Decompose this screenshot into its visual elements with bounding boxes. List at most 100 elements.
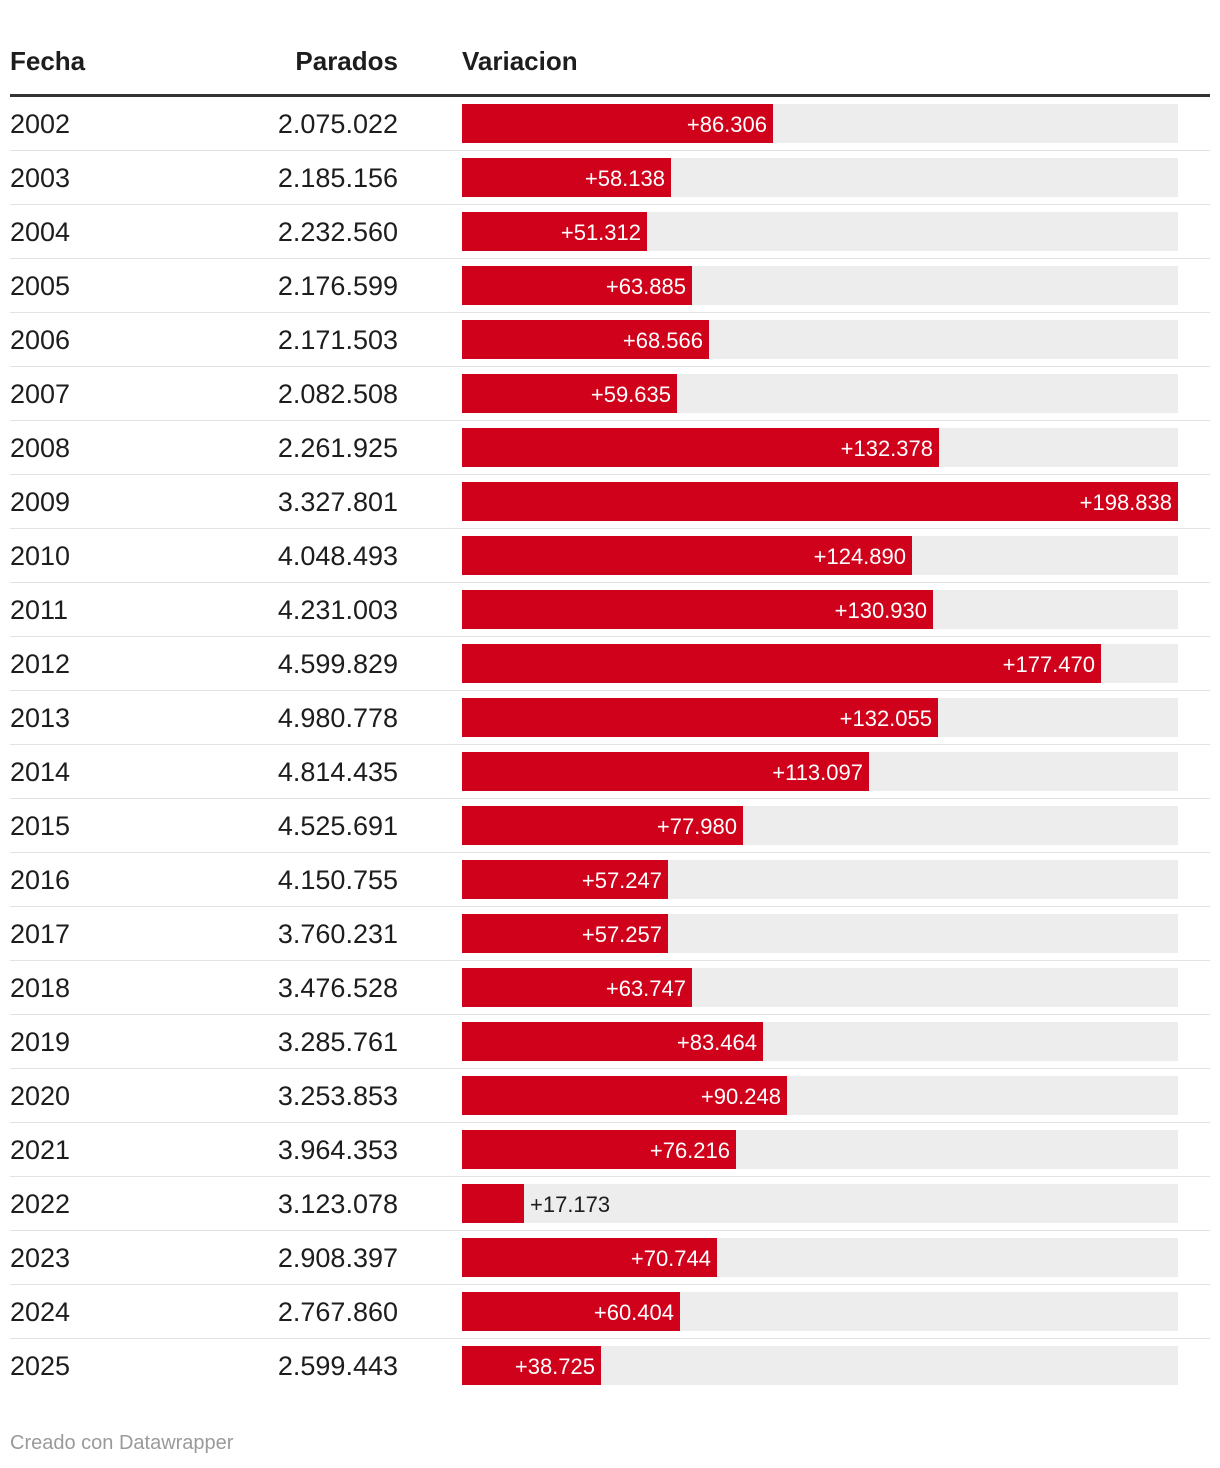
- variacion-bar: [462, 914, 668, 953]
- bar-track: +17.173: [462, 1184, 1178, 1223]
- bar-track: +59.635: [462, 374, 1178, 413]
- variacion-label: +57.257: [581, 922, 662, 947]
- table-row: 2006 2.171.503 +68.566: [10, 313, 1210, 367]
- variacion-bar: [462, 104, 773, 143]
- variacion-bar: [462, 752, 869, 791]
- table-row: 2003 2.185.156 +58.138: [10, 151, 1210, 205]
- table-row: 2024 2.767.860 +60.404: [10, 1285, 1210, 1339]
- variacion-label: +58.138: [584, 166, 665, 191]
- cell-fecha: 2011: [10, 595, 69, 625]
- bar-track: +51.312: [462, 212, 1178, 251]
- variacion-label: +17.173: [530, 1192, 611, 1217]
- cell-parados: 2.171.503: [277, 325, 398, 355]
- column-header-fecha[interactable]: Fecha: [10, 46, 86, 76]
- table-row: 2008 2.261.925 +132.378: [10, 421, 1210, 475]
- variacion-label: +132.055: [839, 706, 932, 731]
- cell-parados: 2.599.443: [277, 1351, 398, 1381]
- cell-fecha: 2010: [10, 541, 71, 571]
- variacion-label: +70.744: [630, 1246, 711, 1271]
- variacion-bar: [462, 590, 933, 629]
- variacion-bar: [462, 1292, 680, 1331]
- variacion-bar: [462, 374, 677, 413]
- cell-parados: 4.980.778: [277, 703, 398, 733]
- bar-track: +57.257: [462, 914, 1178, 953]
- table-row: 2025 2.599.443 +38.725: [10, 1339, 1210, 1392]
- table-row: 2007 2.082.508 +59.635: [10, 367, 1210, 421]
- bar-track: +177.470: [462, 644, 1178, 683]
- bar-track: +130.930: [462, 590, 1178, 629]
- cell-fecha: 2004: [10, 217, 71, 247]
- cell-parados: 3.253.853: [277, 1081, 398, 1111]
- cell-parados: 3.327.801: [277, 487, 398, 517]
- cell-parados: 4.814.435: [277, 757, 398, 787]
- table-row: 2015 4.525.691 +77.980: [10, 799, 1210, 853]
- variacion-label: +38.725: [514, 1354, 595, 1379]
- table-row: 2013 4.980.778 +132.055: [10, 691, 1210, 745]
- cell-fecha: 2022: [10, 1189, 71, 1219]
- table-header: Fecha Parados Variacion: [10, 0, 1210, 97]
- table-row: 2005 2.176.599 +63.885: [10, 259, 1210, 313]
- variacion-label: +57.247: [581, 868, 662, 893]
- variacion-label: +83.464: [676, 1030, 757, 1055]
- variacion-bar: [462, 644, 1101, 683]
- cell-fecha: 2006: [10, 325, 71, 355]
- cell-parados: 2.908.397: [277, 1243, 398, 1273]
- variacion-label: +86.306: [686, 112, 767, 137]
- cell-parados: 2.185.156: [277, 163, 398, 193]
- bar-track: +60.404: [462, 1292, 1178, 1331]
- cell-parados: 3.760.231: [277, 919, 398, 949]
- table-row: 2004 2.232.560 +51.312: [10, 205, 1210, 259]
- cell-parados: 4.599.829: [277, 649, 398, 679]
- cell-fecha: 2013: [10, 703, 71, 733]
- cell-parados: 2.232.560: [277, 217, 398, 247]
- bar-track: +124.890: [462, 536, 1178, 575]
- variacion-label: +63.747: [605, 976, 686, 1001]
- variacion-label: +90.248: [700, 1084, 781, 1109]
- table-row: 2016 4.150.755 +57.247: [10, 853, 1210, 907]
- cell-fecha: 2019: [10, 1027, 71, 1057]
- column-header-parados[interactable]: Parados: [295, 46, 398, 76]
- column-header-variacion[interactable]: Variacion: [462, 46, 578, 76]
- table-body: 2002 2.075.022 +86.306 2003 2.185.156 +58.138…: [10, 97, 1210, 1392]
- cell-parados: 3.964.353: [277, 1135, 398, 1165]
- cell-parados: 2.767.860: [277, 1297, 398, 1327]
- credit-footer: Creado con Datawrapper: [10, 1432, 234, 1454]
- table-row: 2012 4.599.829 +177.470: [10, 637, 1210, 691]
- bar-track: +90.248: [462, 1076, 1178, 1115]
- bar-track: +132.055: [462, 698, 1178, 737]
- table-row: 2002 2.075.022 +86.306: [10, 97, 1210, 151]
- variacion-bar: [462, 482, 1178, 521]
- table-row: 2021 3.964.353 +76.216: [10, 1123, 1210, 1177]
- table-row: 2022 3.123.078 +17.173: [10, 1177, 1210, 1231]
- cell-fecha: 2017: [10, 919, 71, 949]
- bar-track: +63.747: [462, 968, 1178, 1007]
- bar-track: +198.838: [462, 482, 1178, 521]
- variacion-label: +76.216: [649, 1138, 730, 1163]
- cell-fecha: 2008: [10, 433, 71, 463]
- variacion-label: +59.635: [590, 382, 671, 407]
- table-row: 2010 4.048.493 +124.890: [10, 529, 1210, 583]
- cell-fecha: 2005: [10, 271, 71, 301]
- variacion-label: +63.885: [605, 274, 686, 299]
- table-row: 2017 3.760.231 +57.257: [10, 907, 1210, 961]
- cell-parados: 3.285.761: [277, 1027, 398, 1057]
- bar-track: +68.566: [462, 320, 1178, 359]
- table-row: 2023 2.908.397 +70.744: [10, 1231, 1210, 1285]
- cell-fecha: 2003: [10, 163, 71, 193]
- cell-fecha: 2009: [10, 487, 71, 517]
- variacion-bar: [462, 1130, 736, 1169]
- variacion-bar: [462, 266, 692, 305]
- cell-parados: 3.123.078: [277, 1189, 398, 1219]
- cell-fecha: 2014: [10, 757, 71, 787]
- table-row: 2011 4.231.003 +130.930: [10, 583, 1210, 637]
- bar-track: +86.306: [462, 104, 1178, 143]
- variacion-bar: [462, 860, 668, 899]
- variacion-bar: [462, 1076, 787, 1115]
- variacion-label: +113.097: [772, 760, 863, 785]
- table-row: 2020 3.253.853 +90.248: [10, 1069, 1210, 1123]
- bar-track: +38.725: [462, 1346, 1178, 1385]
- variacion-bar: [462, 1184, 524, 1223]
- cell-fecha: 2023: [10, 1243, 71, 1273]
- table-row: 2009 3.327.801 +198.838: [10, 475, 1210, 529]
- variacion-label: +77.980: [656, 814, 737, 839]
